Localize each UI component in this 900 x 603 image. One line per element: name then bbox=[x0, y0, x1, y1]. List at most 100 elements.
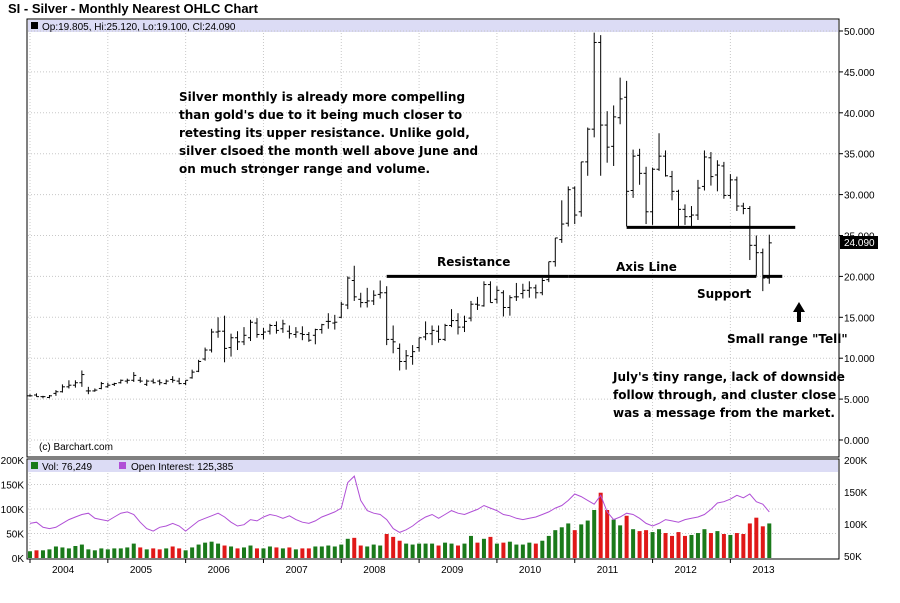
volume-bar bbox=[326, 545, 331, 558]
volume-bar bbox=[624, 515, 629, 558]
ohlc-bar bbox=[429, 325, 435, 346]
volume-bar bbox=[164, 548, 169, 558]
volume-bar bbox=[40, 550, 45, 558]
volume-bar bbox=[695, 533, 700, 558]
volume-bar bbox=[287, 547, 292, 558]
note-top-line: Silver monthly is already more compellin… bbox=[179, 90, 465, 104]
volume-bar bbox=[248, 545, 253, 558]
ohlc-bar bbox=[118, 379, 124, 384]
ohlc-bar bbox=[111, 382, 117, 387]
note-top: Silver monthly is already more compellin… bbox=[179, 90, 478, 176]
volume-bar bbox=[449, 543, 454, 558]
x-tick-label: 2004 bbox=[52, 565, 75, 576]
volume-bar bbox=[682, 535, 687, 558]
volume-bar bbox=[378, 545, 383, 558]
oi-tick-label: 50K bbox=[844, 552, 862, 563]
ohlc-bar bbox=[364, 287, 370, 308]
ohlc-bar bbox=[539, 278, 545, 296]
ohlc-bar bbox=[546, 261, 552, 283]
ohlc-bar bbox=[559, 200, 565, 243]
ohlc-bar bbox=[163, 379, 169, 385]
volume-bar bbox=[131, 543, 136, 558]
ohlc-bar bbox=[708, 152, 714, 186]
ohlc-bar bbox=[293, 327, 299, 338]
x-tick-label: 2009 bbox=[441, 565, 464, 576]
volume-bar bbox=[358, 545, 363, 558]
ohlc-bar bbox=[235, 331, 241, 351]
ohlc-bar bbox=[520, 283, 526, 299]
ohlc-bar bbox=[53, 390, 59, 396]
price-grid bbox=[28, 30, 838, 456]
volume-bar bbox=[546, 535, 551, 558]
ohlc-bar bbox=[494, 286, 500, 304]
volume-bar bbox=[689, 534, 694, 558]
volume-bar bbox=[670, 535, 675, 558]
volume-bar bbox=[79, 544, 84, 558]
ohlc-bar bbox=[215, 317, 221, 338]
volume-bar bbox=[417, 543, 422, 558]
x-tick-label: 2012 bbox=[675, 565, 698, 576]
open-interest-line bbox=[29, 475, 770, 533]
volume-bar bbox=[105, 549, 110, 558]
volume-bar bbox=[293, 549, 298, 558]
ohlc-bar bbox=[753, 235, 759, 277]
volume-bar bbox=[592, 510, 597, 558]
ohlc-bar bbox=[105, 382, 111, 388]
volume-bar bbox=[533, 543, 538, 558]
volume-bar bbox=[715, 531, 720, 558]
volume-bar bbox=[494, 543, 499, 558]
x-tick-label: 2013 bbox=[752, 565, 775, 576]
volume-bar bbox=[443, 542, 448, 558]
ohlc-bar bbox=[442, 323, 448, 342]
volume-bar bbox=[125, 547, 130, 558]
volume-bar bbox=[391, 536, 396, 558]
volume-bar bbox=[631, 529, 636, 558]
volume-bar bbox=[339, 544, 344, 558]
volume-bar bbox=[436, 545, 441, 558]
volume-bar bbox=[384, 534, 389, 558]
ohlc-bar bbox=[176, 377, 182, 385]
volume-bar bbox=[650, 532, 655, 558]
volume-bar bbox=[553, 530, 558, 558]
volume-bar bbox=[365, 546, 370, 558]
volume-bar bbox=[170, 546, 175, 558]
ohlc-bar bbox=[760, 248, 766, 292]
ohlc-bar bbox=[332, 314, 338, 330]
volume-bar bbox=[475, 542, 480, 558]
volume-bar bbox=[566, 523, 571, 558]
volume-bar bbox=[306, 548, 311, 558]
ohlc-bar bbox=[98, 381, 104, 390]
volume-bar bbox=[222, 545, 227, 558]
ohlc-bar bbox=[92, 388, 98, 392]
ohlc-bar bbox=[455, 313, 461, 335]
ohlc-bar bbox=[734, 176, 740, 211]
ohlc-bar bbox=[196, 359, 202, 373]
ohlc-bar bbox=[312, 328, 318, 345]
ohlc-bar bbox=[481, 281, 487, 307]
price-tick-label: 50.000 bbox=[844, 27, 875, 38]
volume-bar bbox=[112, 548, 117, 558]
volume-bar bbox=[462, 543, 467, 558]
x-axis: 2004 2005 2006 2007 2008 2009 2010 2011 2012 2013 bbox=[29, 559, 775, 576]
ohlc-bar bbox=[578, 161, 584, 217]
ohlc-bar bbox=[624, 80, 630, 227]
oi-tick-label: 200K bbox=[844, 456, 868, 467]
volume-bar bbox=[410, 544, 415, 558]
ohlc-bar bbox=[79, 370, 85, 387]
volume-bar bbox=[559, 527, 564, 558]
volume-bar bbox=[235, 548, 240, 558]
vol-readout: Vol: 76,249 bbox=[42, 462, 92, 473]
ohlc-bar bbox=[650, 167, 656, 225]
volume-tick-label: 200K bbox=[1, 456, 25, 467]
volume-bar bbox=[183, 550, 188, 558]
trend-lines bbox=[386, 225, 796, 278]
volume-bar bbox=[274, 547, 279, 558]
ohlc-bar bbox=[189, 369, 195, 379]
ohlc-bar bbox=[351, 265, 357, 301]
volume-bar bbox=[501, 542, 506, 558]
ohlc-bar bbox=[585, 127, 591, 176]
ohlc-bar bbox=[468, 300, 474, 322]
axis-line-label: Axis Line bbox=[616, 260, 677, 274]
volume-bar bbox=[151, 548, 156, 558]
